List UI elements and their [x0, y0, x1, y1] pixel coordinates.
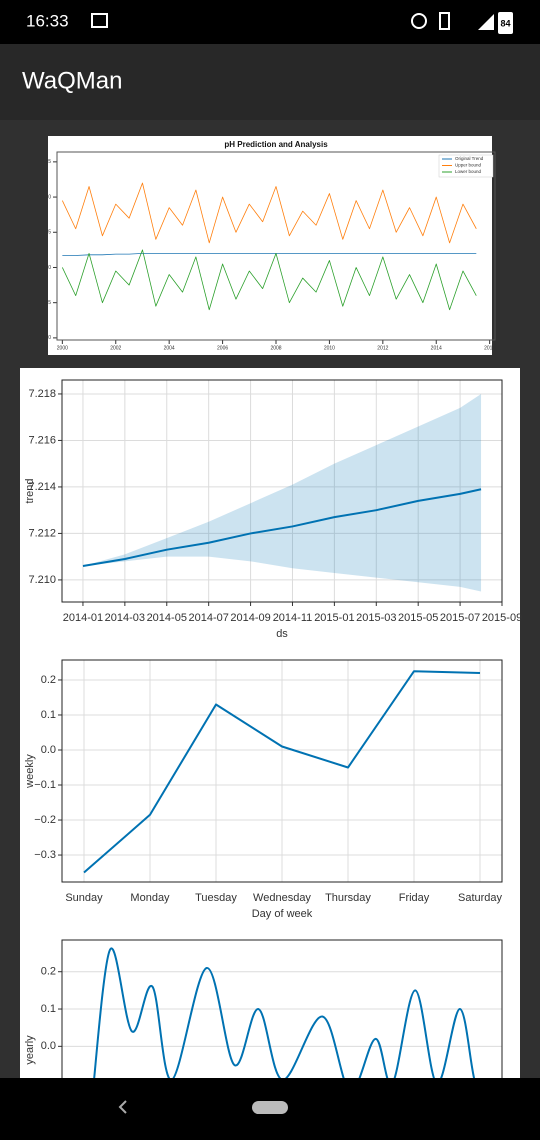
- x-tick-label: 2015-01: [314, 612, 354, 624]
- x-tick-label: 2015-03: [356, 612, 396, 624]
- y-tick-label: 7.212: [28, 527, 56, 539]
- card: [20, 368, 520, 1078]
- y-tick-label: 6.0: [44, 335, 51, 341]
- x-tick-label: Wednesday: [253, 892, 311, 904]
- x-tick-label: Thursday: [325, 892, 371, 904]
- legend-label: Lower bound: [455, 169, 482, 174]
- line: [61, 249, 477, 311]
- x-tick-label: 2000: [57, 345, 68, 351]
- x-tick-label: Tuesday: [195, 892, 237, 904]
- x-tick-label: 2014-05: [147, 612, 187, 624]
- y-tick-label: 0.1: [41, 709, 56, 721]
- plot-frame: [61, 659, 503, 883]
- x-tick-label: 2014-11: [273, 612, 313, 624]
- y-tick-label: 0.0: [41, 744, 56, 756]
- x-tick-label: 2012: [377, 345, 388, 351]
- y-axis-label: yearly: [24, 1035, 36, 1065]
- x-tick-label: 2014-01: [63, 612, 103, 624]
- y-tick-label: −0.2: [34, 814, 56, 826]
- y-tick-label: 7.218: [28, 388, 56, 400]
- x-tick-label: Sunday: [65, 892, 103, 904]
- line: [82, 488, 482, 567]
- plot-frame: [56, 151, 496, 341]
- y-tick-label: −0.1: [34, 779, 56, 791]
- y-tick-label: 6.5: [44, 300, 51, 306]
- line: [83, 670, 481, 874]
- chart-title: pH Prediction and Analysis: [224, 140, 328, 149]
- line: [93, 947, 475, 1078]
- card: [48, 136, 492, 355]
- y-tick-label: 7.216: [28, 434, 56, 446]
- alarm-icon: [411, 13, 427, 29]
- y-tick-label: 0.2: [41, 966, 56, 978]
- uncertainty-band: [82, 393, 482, 592]
- image-icon: [91, 13, 108, 28]
- y-tick-label: 0.0: [41, 1040, 56, 1052]
- signal-icon: [478, 14, 494, 30]
- x-tick-label: 2006: [217, 345, 228, 351]
- y-tick-label: −0.3: [34, 849, 56, 861]
- y-tick-label: 7.214: [28, 481, 56, 493]
- x-tick-label: 2014-09: [230, 612, 270, 624]
- status-bar: [0, 0, 540, 44]
- battery-level: 84: [500, 18, 510, 28]
- content: 6.0 6.5 7.0 7.5 8.0 8.5 2000 2002 2004 2006 2008 20…: [20, 136, 522, 1078]
- y-tick-label: 8.0: [44, 194, 51, 200]
- line: [61, 182, 477, 244]
- x-tick-label: 2004: [164, 345, 175, 351]
- x-tick-label: Friday: [399, 892, 430, 904]
- plot-frame: [61, 379, 503, 603]
- status-time: 16:33: [26, 11, 69, 30]
- app-title: WaQMan: [22, 67, 122, 94]
- plot-frame: [61, 939, 503, 1078]
- y-tick-label: 0.2: [41, 674, 56, 686]
- y-tick-label: 0.1: [41, 1003, 56, 1015]
- y-tick-label: 7.210: [28, 574, 56, 586]
- x-tick-label: 2014-03: [105, 612, 145, 624]
- legend-label: Original Trend: [455, 156, 484, 161]
- x-tick-label: 2010: [324, 345, 335, 351]
- x-tick-label: 2016: [484, 345, 495, 351]
- line: [62, 252, 477, 256]
- y-tick-label: 8.5: [44, 159, 51, 165]
- legend-label: Upper bound: [455, 163, 482, 168]
- x-tick-label: 2014-07: [188, 612, 228, 624]
- battery-icon: [498, 12, 513, 34]
- x-tick-label: 2008: [270, 345, 281, 351]
- x-tick-label: 2015-07: [440, 612, 480, 624]
- home-button[interactable]: [252, 1101, 288, 1114]
- x-tick-label: Saturday: [458, 892, 503, 904]
- x-tick-label: 2015-05: [398, 612, 438, 624]
- charts: 6.0 6.5 7.0 7.5 8.0 8.5 2000 2002 2004 2006 2008 20…: [24, 140, 522, 1078]
- x-tick-label: Monday: [130, 892, 170, 904]
- x-axis-label: Day of week: [252, 908, 313, 920]
- legend: [438, 154, 494, 178]
- x-tick-label: 2002: [110, 345, 121, 351]
- back-button[interactable]: [118, 1100, 127, 1114]
- x-tick-label: 2015-09: [482, 612, 522, 624]
- vibrate-icon: [439, 12, 450, 30]
- y-axis-label: trend: [24, 478, 36, 503]
- y-tick-label: 7.0: [44, 265, 51, 271]
- x-axis-label: ds: [276, 628, 288, 640]
- y-axis-label: weekly: [24, 754, 36, 789]
- y-tick-label: 7.5: [44, 230, 51, 236]
- x-tick-label: 2014: [431, 345, 442, 351]
- app-bar: [0, 44, 540, 120]
